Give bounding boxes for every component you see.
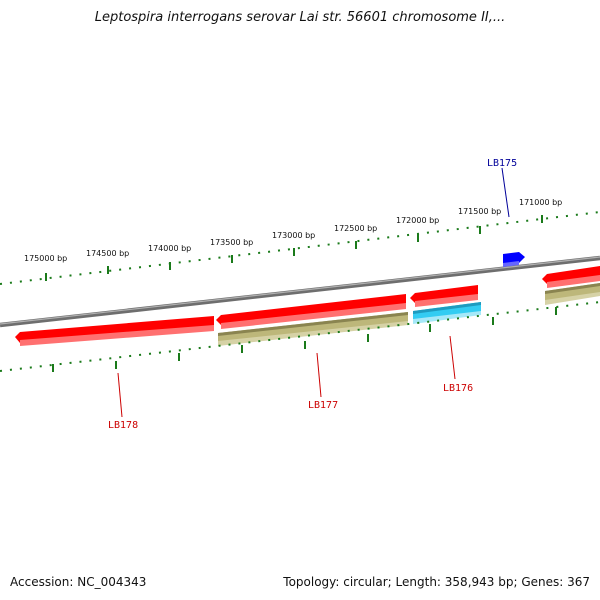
- scale-label-174500: 174500 bp: [86, 249, 129, 258]
- scale-label-175000: 175000 bp: [24, 254, 67, 263]
- scale-label-171000: 171000 bp: [519, 198, 562, 207]
- cds-LB177[interactable]: [218, 312, 408, 346]
- label-LB178-text: LB178: [108, 420, 138, 431]
- label-LB175-text: LB175: [487, 158, 517, 169]
- inner-scale: [0, 301, 600, 372]
- inner-major-ticks: [52, 307, 557, 372]
- cds-next[interactable]: [545, 283, 600, 305]
- scale-label-174000: 174000 bp: [148, 244, 191, 253]
- outer-scale-dots: [0, 211, 600, 285]
- inner-scale-dots: [0, 301, 600, 372]
- gene-next-red[interactable]: [542, 266, 600, 288]
- outer-major-ticks: [45, 215, 543, 281]
- label-LB177[interactable]: LB177: [308, 352, 338, 411]
- label-LB176-text: LB176: [443, 383, 473, 394]
- scale-label-171500: 171500 bp: [458, 207, 501, 216]
- gene-LB175[interactable]: [503, 252, 525, 267]
- label-LB176[interactable]: LB176: [443, 335, 473, 394]
- outer-scale: 175000 bp 174500 bp 174000 bp 173500 bp …: [0, 198, 600, 285]
- label-LB175[interactable]: LB175: [487, 158, 517, 218]
- scale-label-172500: 172500 bp: [334, 224, 377, 233]
- label-LB178[interactable]: LB178: [108, 372, 138, 431]
- backbone: [0, 255, 600, 328]
- scale-label-173000: 173000 bp: [272, 231, 315, 240]
- gene-LB178[interactable]: [15, 316, 214, 346]
- label-LB177-text: LB177: [308, 400, 338, 411]
- accession-text: Accession: NC_004343: [10, 575, 147, 589]
- map-title: Leptospira interrogans serovar Lai str. …: [94, 10, 506, 25]
- gene-LB176[interactable]: [410, 285, 478, 307]
- gene-LB177[interactable]: [216, 294, 406, 329]
- scale-label-173500: 173500 bp: [210, 238, 253, 247]
- topology-stats-text: Topology: circular; Length: 358,943 bp; …: [283, 575, 590, 589]
- cds-LB176[interactable]: [413, 302, 481, 324]
- scale-label-172000: 172000 bp: [396, 216, 439, 225]
